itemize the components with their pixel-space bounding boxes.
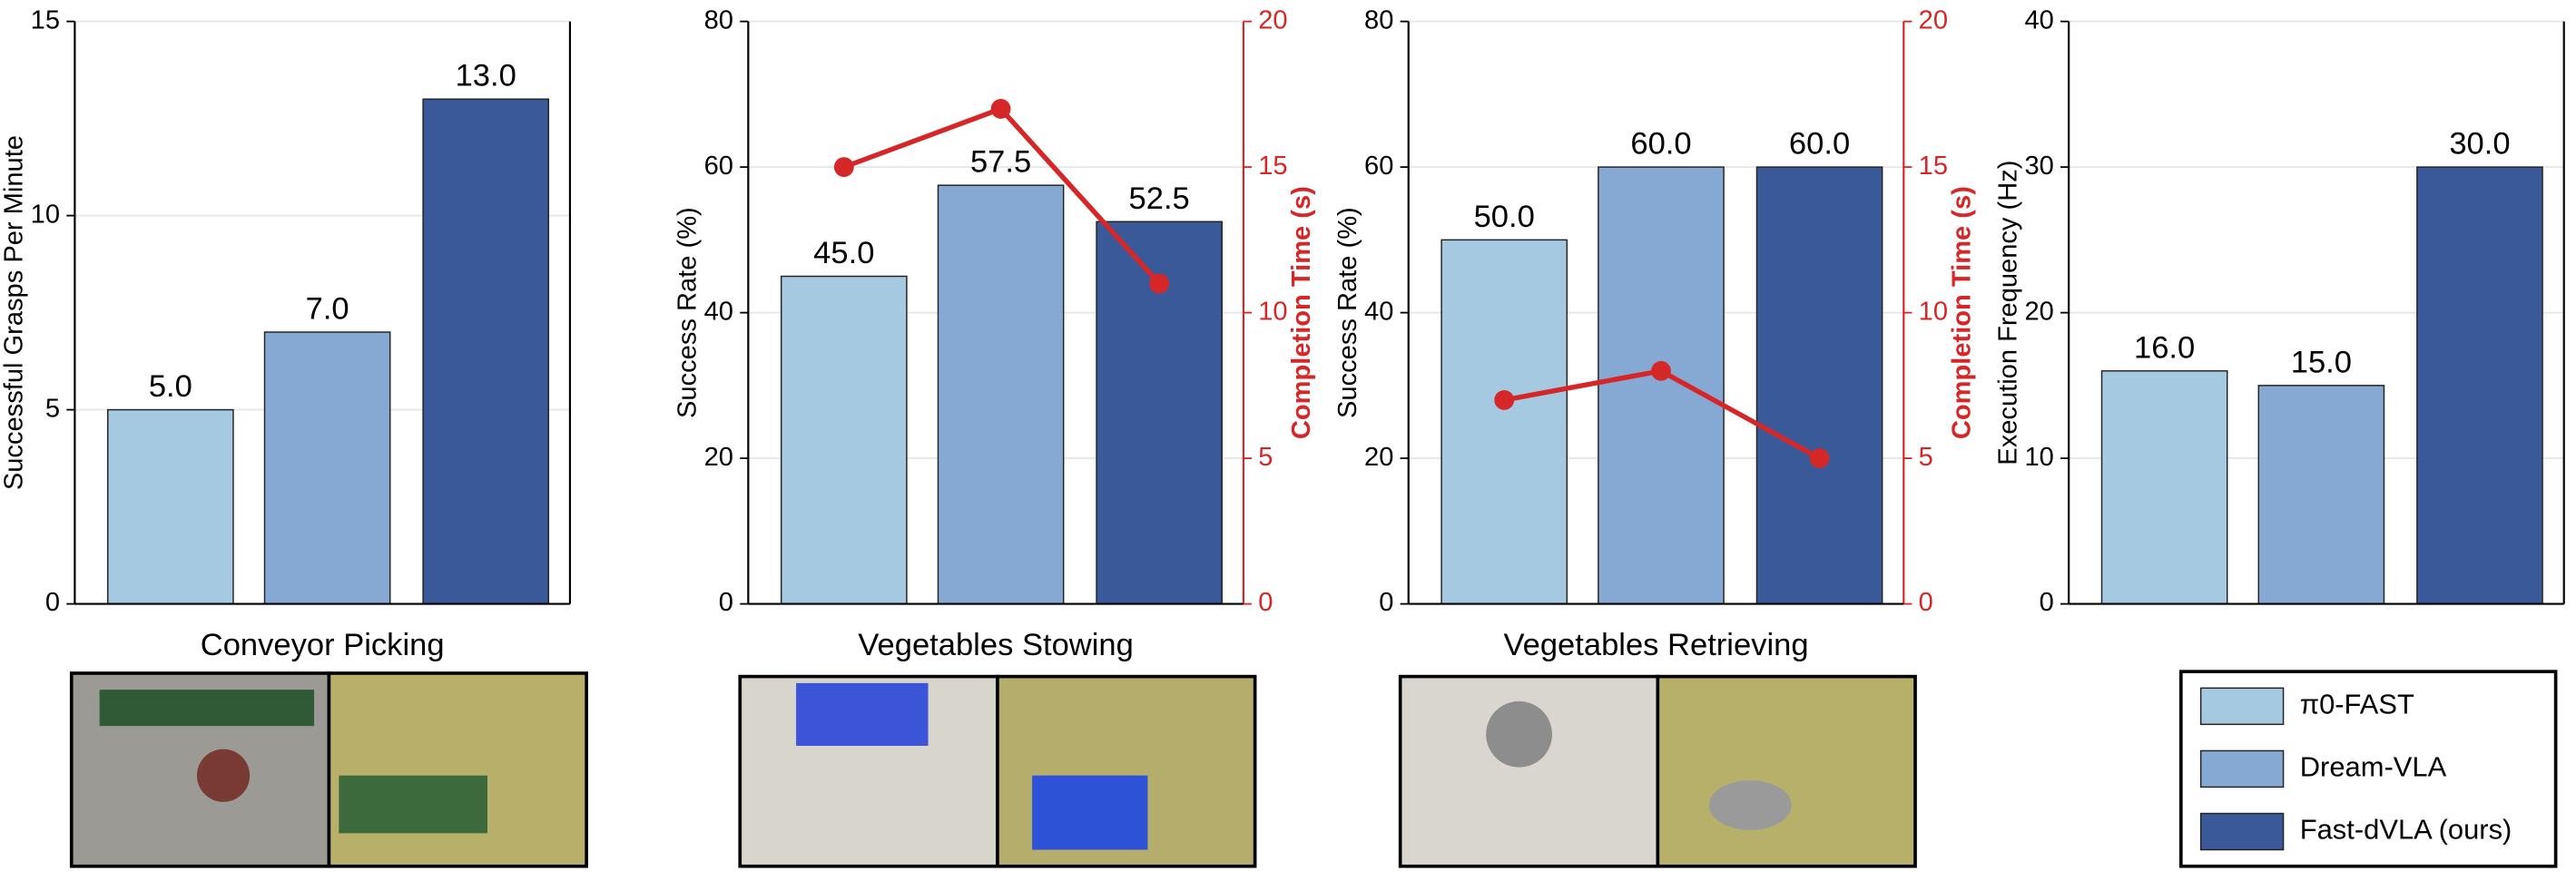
y-tick-label: 60 xyxy=(1364,152,1393,181)
y-tick-label: 40 xyxy=(704,297,733,326)
y2-axis-label: Completion Time (s) xyxy=(1287,186,1316,439)
y-tick-label: 40 xyxy=(1364,297,1393,326)
y-tick-label: 0 xyxy=(1379,588,1393,617)
value-label: 60.0 xyxy=(1630,127,1691,162)
value-label: 5.0 xyxy=(149,369,192,404)
bar xyxy=(107,408,234,605)
photo-detail xyxy=(1486,700,1552,768)
y-tick-label: 80 xyxy=(704,5,733,34)
y-tick-label: 20 xyxy=(1364,443,1393,472)
bar xyxy=(2257,385,2385,605)
y-tick-label: 0 xyxy=(719,588,733,617)
line-marker xyxy=(1809,448,1830,469)
photo xyxy=(1656,674,1917,868)
legend-swatch xyxy=(2199,687,2285,726)
bar xyxy=(780,275,908,605)
y-tick-label: 0 xyxy=(2040,588,2054,617)
legend-swatch xyxy=(2199,812,2285,851)
photo-detail xyxy=(339,775,488,834)
y-tick-label: 10 xyxy=(31,200,60,229)
y2-tick-label: 10 xyxy=(1919,297,1948,326)
legend-label: Fast-dVLA (ours) xyxy=(2300,814,2512,846)
value-label: 45.0 xyxy=(813,236,874,270)
y-axis-label: Success Rate (%) xyxy=(673,207,703,418)
y-axis-label: Success Rate (%) xyxy=(1333,207,1362,418)
line-marker xyxy=(1651,360,1671,381)
y-tick-label: 30 xyxy=(2024,152,2053,181)
value-label: 13.0 xyxy=(456,59,516,93)
bar xyxy=(1755,166,1883,605)
y2-tick-label: 20 xyxy=(1919,5,1948,34)
value-label: 30.0 xyxy=(2449,127,2510,162)
bar xyxy=(937,184,1065,605)
y2-tick-label: 15 xyxy=(1258,152,1287,181)
bar xyxy=(422,98,550,605)
y2-axis-label: Completion Time (s) xyxy=(1947,186,1976,439)
value-label: 7.0 xyxy=(306,291,349,326)
y-axis-label: Execution Frequency (Hz) xyxy=(1993,161,2022,465)
bar xyxy=(2100,370,2228,605)
value-label: 52.5 xyxy=(1129,181,1190,216)
x-axis-label: Conveyor Picking xyxy=(201,628,445,662)
line-marker xyxy=(1149,273,1170,294)
y-tick-label: 40 xyxy=(2024,5,2053,34)
value-label: 50.0 xyxy=(1474,200,1535,234)
value-label: 15.0 xyxy=(2291,345,2352,379)
line-marker xyxy=(990,99,1011,119)
legend: π0-FAST Dream-VLA Fast-dVLA (ours) xyxy=(2179,670,2558,868)
line-marker xyxy=(833,157,854,178)
y-axis-label: Successful Grasps Per Minute xyxy=(0,135,29,490)
y2-tick-label: 5 xyxy=(1919,443,1933,472)
y2-tick-label: 0 xyxy=(1258,588,1273,617)
line-marker xyxy=(1494,389,1515,410)
bar xyxy=(2416,166,2543,605)
y2-tick-label: 10 xyxy=(1258,297,1287,326)
y-tick-label: 5 xyxy=(45,394,60,423)
value-label: 60.0 xyxy=(1789,127,1850,162)
y-tick-label: 60 xyxy=(704,152,733,181)
x-axis-label: Vegetables Retrieving xyxy=(1503,628,1808,662)
legend-label: Dream-VLA xyxy=(2300,751,2447,783)
photo-detail xyxy=(99,690,315,727)
photo-detail xyxy=(196,749,251,802)
bar xyxy=(1598,166,1725,605)
y2-tick-label: 20 xyxy=(1258,5,1287,34)
y-tick-label: 20 xyxy=(704,443,733,472)
photos xyxy=(69,671,1917,868)
photo-detail xyxy=(1708,780,1792,830)
bar xyxy=(263,331,391,605)
y-tick-label: 10 xyxy=(2024,443,2053,472)
y-tick-label: 15 xyxy=(31,5,60,34)
y-tick-label: 80 xyxy=(1364,5,1393,34)
y-tick-label: 20 xyxy=(2024,297,2053,326)
y-tick-label: 0 xyxy=(45,588,60,617)
value-label: 57.5 xyxy=(970,145,1031,180)
photo xyxy=(327,671,588,868)
legend-label: π0-FAST xyxy=(2300,688,2414,720)
value-label: 16.0 xyxy=(2134,330,2195,365)
photo-detail xyxy=(796,682,929,746)
y2-tick-label: 0 xyxy=(1919,588,1933,617)
bar xyxy=(1440,239,1568,605)
y2-tick-label: 15 xyxy=(1919,152,1948,181)
x-axis-label: Vegetables Stowing xyxy=(858,628,1133,662)
y2-tick-label: 5 xyxy=(1258,443,1273,472)
legend-swatch xyxy=(2199,749,2285,788)
photo-detail xyxy=(1032,775,1148,850)
